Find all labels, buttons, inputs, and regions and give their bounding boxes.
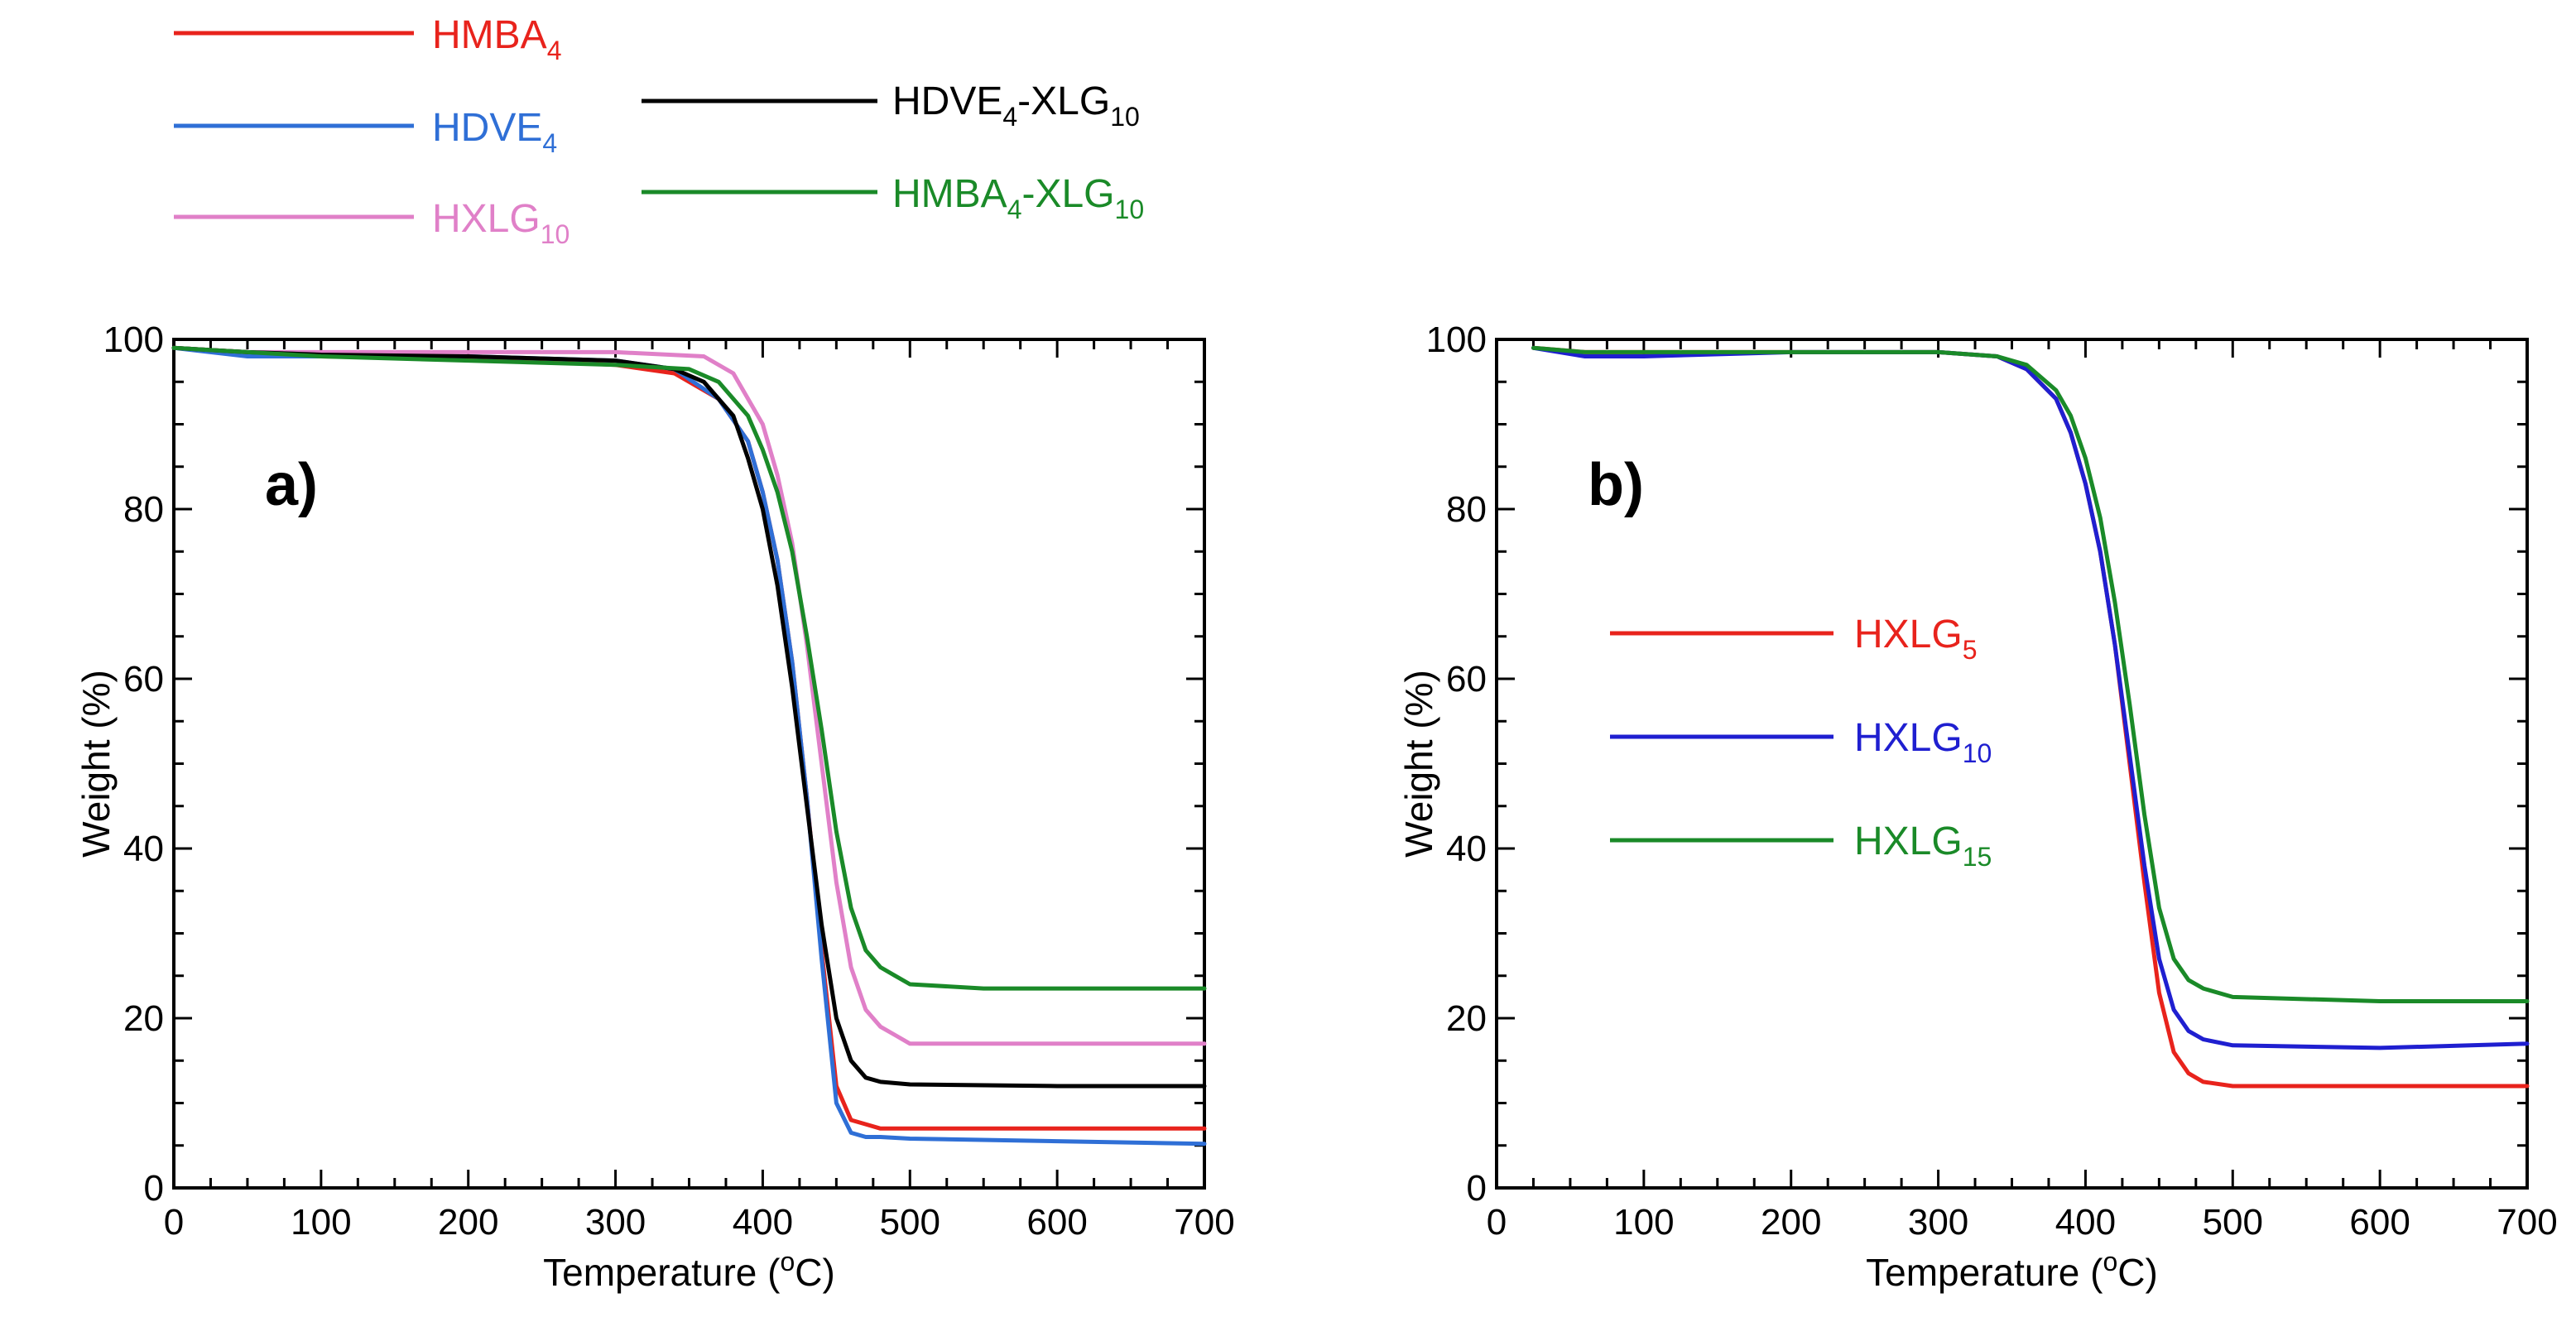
x-tick-label: 200: [438, 1202, 498, 1243]
series-line-3: [1531, 345, 2530, 1003]
x-tick-label: 400: [733, 1202, 793, 1243]
series-line-4: [171, 345, 1207, 1089]
legend-label: HXLG10: [432, 197, 570, 249]
x-tick-label: 700: [1174, 1202, 1234, 1243]
x-tick-label: 400: [2055, 1202, 2116, 1243]
legend-label: HMBA4: [432, 13, 561, 65]
x-tick-label: 600: [1026, 1202, 1087, 1243]
x-axis-title: Temperature (oC): [543, 1247, 835, 1294]
x-tick-label: 300: [585, 1202, 646, 1243]
legend-label: HDVE4: [432, 106, 557, 158]
y-tick-label: 0: [1467, 1168, 1487, 1209]
legend-label: HDVE4-XLG10: [892, 79, 1140, 132]
x-tick-label: 100: [1613, 1202, 1674, 1243]
series-line-2: [171, 345, 1207, 1147]
y-tick-label: 80: [1446, 489, 1487, 530]
series-line-5: [171, 345, 1207, 991]
y-tick-label: 0: [144, 1168, 164, 1209]
y-tick-label: 60: [123, 659, 164, 699]
panel-label: a): [265, 452, 318, 518]
x-tick-label: 100: [291, 1202, 351, 1243]
y-axis-title: Weight (%): [74, 670, 118, 858]
x-tick-label: 0: [164, 1202, 184, 1243]
plot-frame: [172, 338, 1206, 1190]
panel-label: b): [1588, 452, 1644, 518]
legend-label: HXLG5: [1854, 613, 1978, 665]
x-tick-label: 200: [1761, 1202, 1821, 1243]
series-line-2: [1531, 345, 2530, 1050]
x-tick-label: 300: [1908, 1202, 1968, 1243]
legend-label: HMBA4-XLG10: [892, 172, 1144, 224]
x-tick-label: 500: [880, 1202, 940, 1243]
y-tick-label: 60: [1446, 659, 1487, 699]
y-tick-label: 100: [103, 320, 164, 360]
y-tick-label: 80: [123, 489, 164, 530]
panel-a-chart: 0 100 200 300 400 500 600 700 0 20 40 60 80 100 Temper…: [74, 320, 1235, 1294]
y-tick-label: 100: [1426, 320, 1487, 360]
x-axis-title: Temperature (oC): [1866, 1247, 2158, 1294]
y-axis-title: Weight (%): [1397, 670, 1440, 858]
legend-panel-a: HMBA4 HDVE4 HXLG10 HDVE4-XLG10 HMBA4-XLG10: [174, 13, 1144, 249]
series-line-3: [171, 345, 1207, 1046]
panel-b-chart: 0 100 200 300 400 500 600 700 0 20 40 60 80 100 Temper…: [1397, 320, 2558, 1294]
y-tick-label: 20: [123, 998, 164, 1039]
legend-label: HXLG10: [1854, 716, 1992, 768]
y-tick-label: 40: [1446, 829, 1487, 869]
y-tick-label: 20: [1446, 998, 1487, 1039]
x-tick-label: 700: [2497, 1202, 2557, 1243]
plot-frame: [1495, 338, 2529, 1190]
x-tick-label: 500: [2203, 1202, 2263, 1243]
y-tick-label: 40: [123, 829, 164, 869]
legend-label: HXLG15: [1854, 820, 1992, 872]
series-line-1: [1531, 345, 2530, 1089]
x-tick-label: 0: [1487, 1202, 1507, 1243]
x-tick-label: 600: [2349, 1202, 2410, 1243]
series-line-1: [171, 345, 1207, 1131]
